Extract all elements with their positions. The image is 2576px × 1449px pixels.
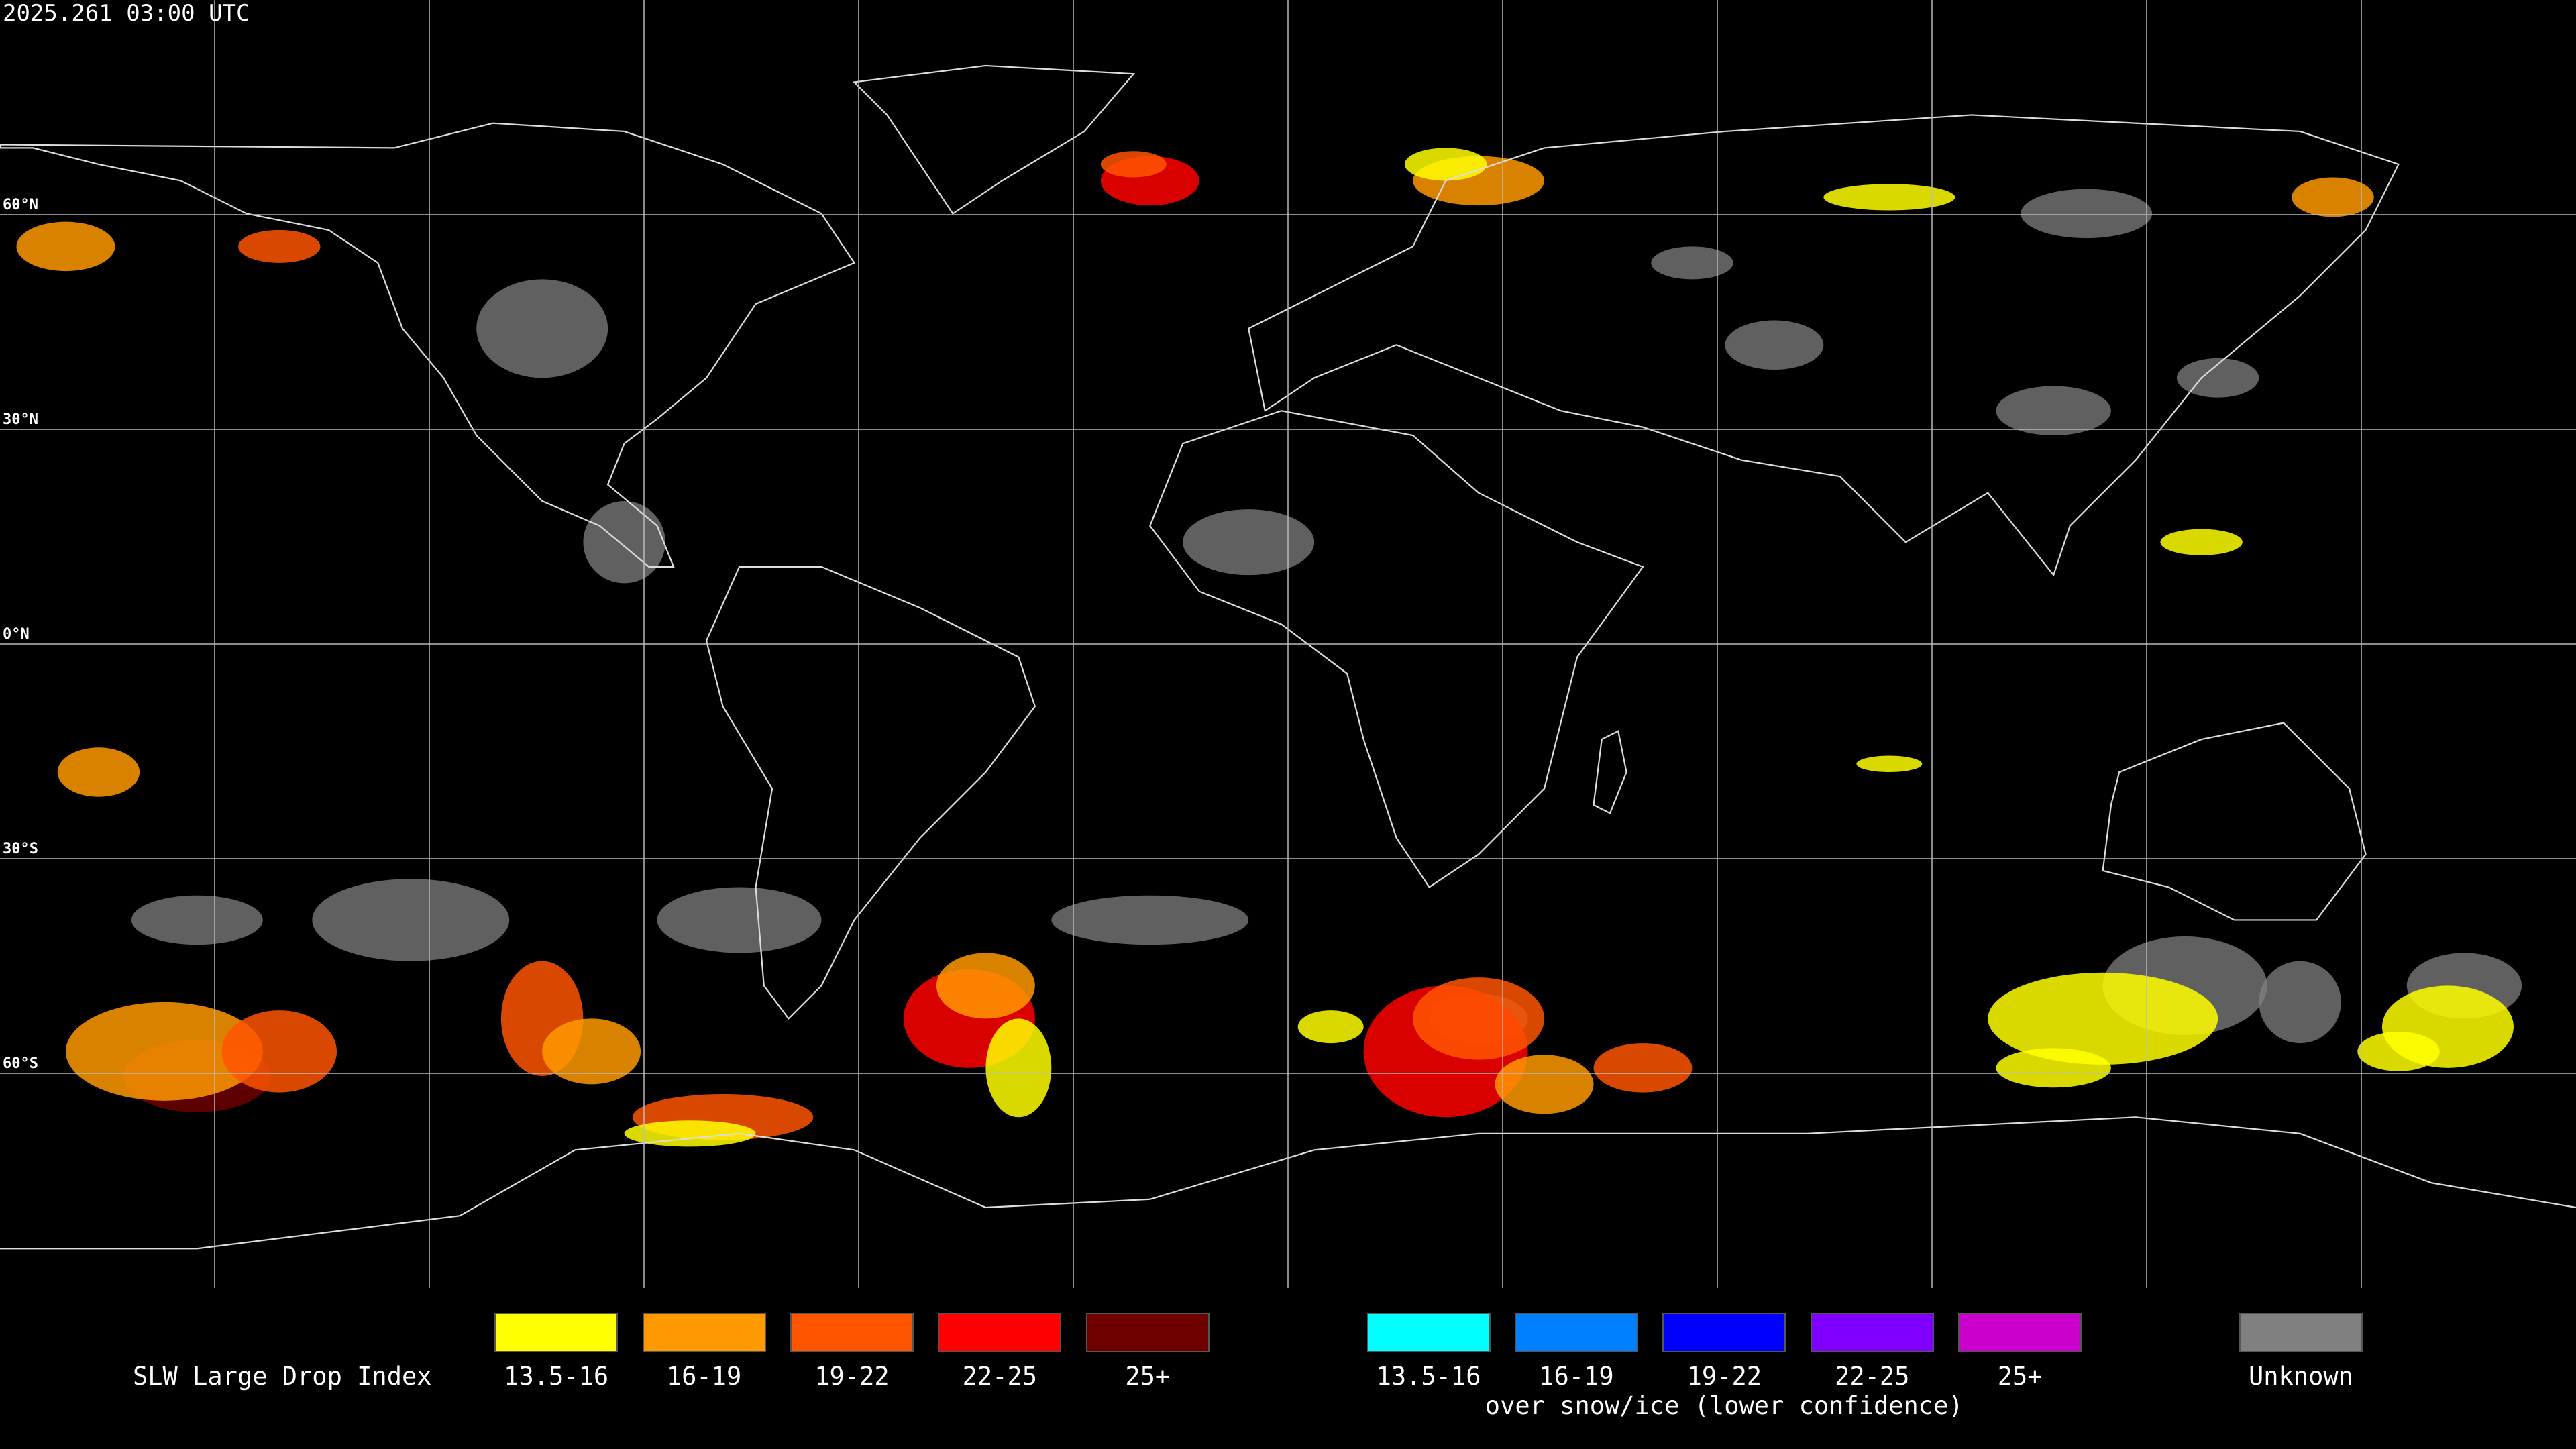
legend-swatch bbox=[1514, 1313, 1638, 1352]
legend-swatch bbox=[1810, 1313, 1934, 1352]
legend-title: SLW Large Drop Index bbox=[133, 1362, 432, 1391]
legend-label: 25+ bbox=[1125, 1362, 1171, 1391]
cloud-patch bbox=[2021, 189, 2153, 239]
legend-swatch bbox=[494, 1313, 619, 1352]
cloud-patch bbox=[1988, 972, 2218, 1065]
coastline bbox=[0, 1116, 2576, 1250]
legend-label: 13.5-16 bbox=[504, 1362, 609, 1391]
coastline bbox=[0, 122, 856, 568]
coastline bbox=[1247, 114, 2400, 577]
legend-swatch bbox=[2239, 1313, 2363, 1352]
legend-label: 19-22 bbox=[1686, 1362, 1762, 1391]
cloud-patch bbox=[238, 229, 321, 263]
legend-swatch bbox=[1958, 1313, 2082, 1352]
timestamp: 2025.261 03:00 UTC bbox=[3, 0, 250, 27]
cloud-patch bbox=[1996, 1048, 2111, 1088]
cloud-patch bbox=[936, 953, 1035, 1019]
cloud-patch bbox=[1297, 1010, 1364, 1044]
graticule bbox=[0, 0, 2576, 1288]
cloud-patch bbox=[624, 1120, 756, 1147]
cloud-patch bbox=[1856, 755, 1923, 773]
cloud-patch bbox=[1404, 148, 1487, 181]
legend-label: 22-25 bbox=[1835, 1362, 1910, 1391]
legend-label: 13.5-16 bbox=[1376, 1362, 1481, 1391]
cloud-patch bbox=[57, 747, 140, 797]
coastline bbox=[2102, 722, 2367, 921]
legend-label: 16-19 bbox=[666, 1362, 742, 1391]
cloud-patch bbox=[1725, 320, 1824, 370]
legend-label: 25+ bbox=[1997, 1362, 2043, 1391]
cloud-patch bbox=[985, 1018, 1052, 1118]
cloud-patch bbox=[1183, 509, 1315, 576]
lat-label: 0°N bbox=[3, 626, 30, 643]
legend-swatch bbox=[1366, 1313, 1491, 1352]
legend-swatch bbox=[1085, 1313, 1210, 1352]
cloud-patch bbox=[2259, 961, 2341, 1044]
coastline bbox=[1149, 410, 1644, 888]
coastline bbox=[705, 566, 1036, 1020]
cloud-patch bbox=[583, 500, 665, 584]
cloud-patch bbox=[1823, 184, 1955, 211]
cloud-patch bbox=[1651, 246, 1733, 280]
legend-label: 19-22 bbox=[814, 1362, 890, 1391]
cloud-patch bbox=[657, 887, 822, 953]
cloud-patch bbox=[1593, 1043, 1693, 1093]
cloud-patch bbox=[2160, 529, 2243, 555]
cloud-patch bbox=[1996, 386, 2111, 435]
legend-caption: over snow/ice (lower confidence) bbox=[1485, 1391, 1964, 1420]
legend-swatch bbox=[938, 1313, 1062, 1352]
legend-label: Unknown bbox=[2248, 1362, 2353, 1391]
lat-label: 30°N bbox=[3, 411, 38, 428]
cloud-patch bbox=[312, 879, 510, 961]
legend-label: 16-19 bbox=[1539, 1362, 1614, 1391]
cloud-patch bbox=[1051, 895, 1249, 945]
lat-label: 60°N bbox=[3, 197, 38, 213]
coastlines bbox=[0, 64, 2576, 1250]
cloud-layer bbox=[16, 148, 2522, 1147]
map bbox=[0, 0, 2576, 1288]
cloud-patch bbox=[131, 895, 263, 945]
cloud-patch bbox=[1413, 977, 1545, 1060]
coastline bbox=[1593, 730, 1627, 814]
cloud-patch bbox=[1495, 1055, 1594, 1114]
coastline bbox=[853, 64, 1136, 215]
cloud-patch bbox=[476, 279, 608, 378]
legend-label: 22-25 bbox=[962, 1362, 1038, 1391]
lat-label: 30°S bbox=[3, 841, 38, 857]
cloud-patch bbox=[221, 1010, 337, 1093]
cloud-patch bbox=[2292, 177, 2374, 217]
cloud-patch bbox=[542, 1018, 641, 1085]
cloud-patch bbox=[16, 221, 115, 272]
cloud-patch bbox=[65, 1002, 263, 1101]
lat-label: 60°S bbox=[3, 1055, 38, 1072]
legend-swatch bbox=[642, 1313, 766, 1352]
cloud-patch bbox=[2357, 1031, 2440, 1071]
cloud-patch bbox=[2176, 358, 2259, 398]
legend-swatch bbox=[790, 1313, 914, 1352]
legend-swatch bbox=[1662, 1313, 1786, 1352]
cloud-patch bbox=[1100, 151, 1167, 178]
